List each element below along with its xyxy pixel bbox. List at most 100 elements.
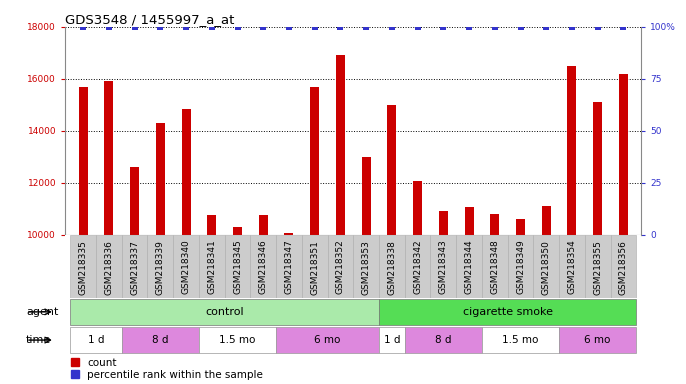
Point [283,24,294,30]
Point [78,24,88,30]
Text: 1 d: 1 d [88,335,104,345]
Point [104,24,115,30]
Bar [225,235,250,298]
Point [438,24,449,30]
Bar [362,157,370,235]
Point [464,24,475,30]
Text: GSM218337: GSM218337 [130,240,139,295]
Text: GSM218351: GSM218351 [310,240,319,295]
Bar [182,109,191,235]
Text: 1.5 mo: 1.5 mo [502,335,539,345]
Text: cigarette smoke: cigarette smoke [462,307,553,317]
Bar [611,235,637,298]
Bar [542,206,551,235]
Bar [336,55,345,235]
Bar [199,235,225,298]
Bar [310,87,319,235]
Point [515,24,526,30]
Point [361,24,372,30]
Bar [559,328,637,353]
Bar [96,235,122,298]
Point [412,24,423,30]
Text: control: control [205,307,244,317]
Bar [130,167,139,235]
Bar [207,215,216,235]
Bar [516,219,525,235]
Text: GSM218347: GSM218347 [285,240,294,295]
Bar [534,235,559,298]
Bar [508,235,534,298]
Text: GSM218339: GSM218339 [156,240,165,295]
Text: GSM218354: GSM218354 [567,240,576,295]
Bar [619,74,628,235]
Text: GSM218336: GSM218336 [104,240,113,295]
Bar [328,235,353,298]
Bar [250,235,276,298]
Point [567,24,578,30]
Text: GSM218352: GSM218352 [336,240,345,295]
Bar [584,235,611,298]
Bar [431,235,456,298]
Bar [490,214,499,235]
Text: 6 mo: 6 mo [314,335,341,345]
Text: GSM218349: GSM218349 [516,240,525,295]
Bar [405,235,431,298]
Bar [567,66,576,235]
Bar [285,233,294,235]
Bar [233,227,242,235]
Bar [174,235,199,298]
Text: time: time [26,335,51,345]
Point [541,24,552,30]
Text: GSM218355: GSM218355 [593,240,602,295]
Bar [482,328,559,353]
Bar [379,299,637,324]
Bar [482,235,508,298]
Text: 8 d: 8 d [152,335,169,345]
Text: 1 d: 1 d [383,335,400,345]
Text: agent: agent [26,307,58,317]
Bar [71,328,122,353]
Point [129,24,140,30]
Bar [122,235,147,298]
Point [258,24,269,30]
Bar [388,105,397,235]
Text: GSM218348: GSM218348 [490,240,499,295]
Text: GSM218350: GSM218350 [542,240,551,295]
Bar [593,102,602,235]
Bar [276,328,379,353]
Text: GSM218340: GSM218340 [182,240,191,295]
Text: GSM218345: GSM218345 [233,240,242,295]
Text: 8 d: 8 d [435,335,451,345]
Text: GSM218341: GSM218341 [207,240,216,295]
Bar [464,207,473,235]
Text: 1.5 mo: 1.5 mo [220,335,256,345]
Bar [276,235,302,298]
Bar [71,299,379,324]
Text: GSM218344: GSM218344 [464,240,473,295]
Point [592,24,603,30]
Bar [122,328,199,353]
Legend: count, percentile rank within the sample: count, percentile rank within the sample [71,358,263,380]
Point [206,24,217,30]
Text: GSM218338: GSM218338 [388,240,397,295]
Point [155,24,166,30]
Bar [79,87,88,235]
Point [309,24,320,30]
Bar [439,211,448,235]
Point [489,24,500,30]
Bar [147,235,173,298]
Point [232,24,243,30]
Bar [156,123,165,235]
Bar [199,328,276,353]
Text: GSM218335: GSM218335 [79,240,88,295]
Bar [353,235,379,298]
Bar [456,235,482,298]
Bar [302,235,328,298]
Text: GSM218346: GSM218346 [259,240,268,295]
Text: GSM218356: GSM218356 [619,240,628,295]
Text: GSM218353: GSM218353 [362,240,370,295]
Point [180,24,191,30]
Text: 6 mo: 6 mo [584,335,611,345]
Point [618,24,629,30]
Bar [71,235,96,298]
